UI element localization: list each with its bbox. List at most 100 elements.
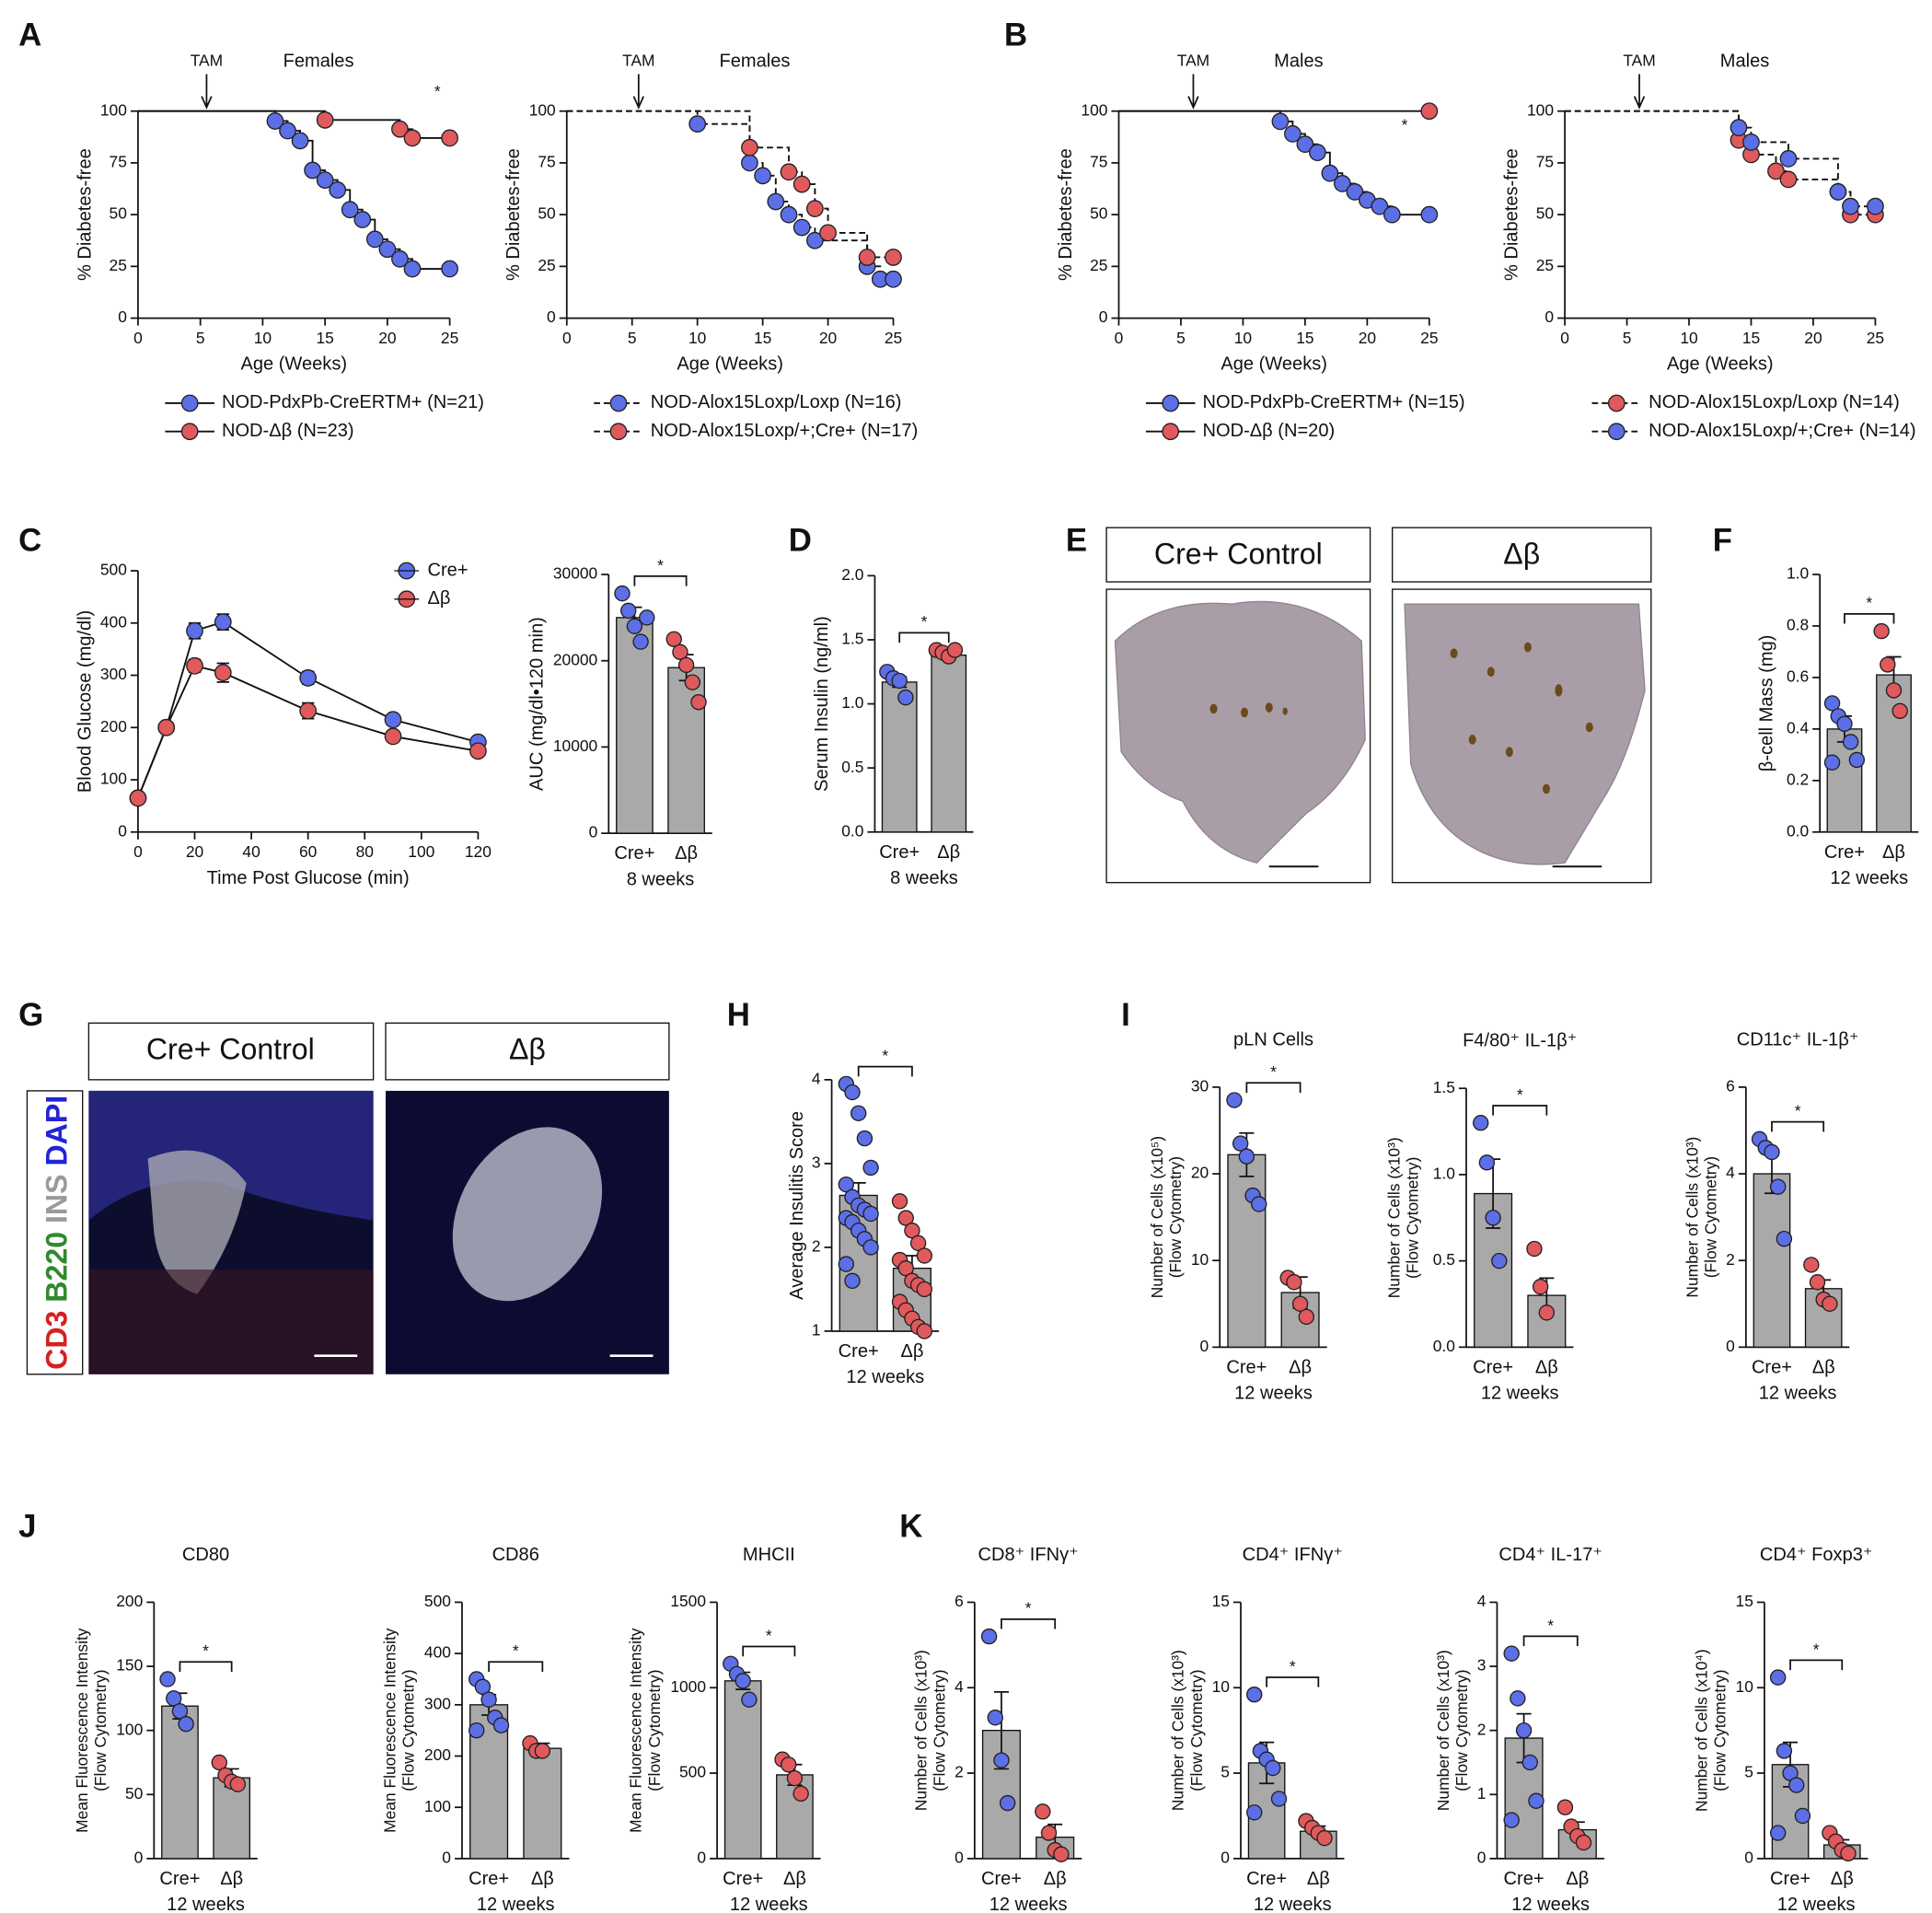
- y-tick-label: 100: [116, 1720, 143, 1738]
- x-tick-label: 0: [1115, 329, 1124, 347]
- data-point: [626, 618, 643, 634]
- data-point: [166, 1690, 182, 1707]
- data-point: [1842, 197, 1859, 215]
- data-point: [792, 1785, 809, 1803]
- x-tick-label: 20: [819, 329, 837, 347]
- significance: *: [1866, 594, 1872, 612]
- data-point: [916, 1247, 933, 1264]
- data-point: [780, 205, 798, 224]
- y-tick-label: 10: [1212, 1677, 1230, 1696]
- significance: *: [1270, 1062, 1277, 1081]
- panel-letter: H: [727, 997, 750, 1033]
- data-point: [1742, 133, 1760, 151]
- data-point: [620, 602, 637, 620]
- image-label-box: [87, 1022, 375, 1081]
- y-tick-label: 25: [538, 256, 555, 274]
- data-point: [1840, 1845, 1857, 1862]
- y-tick-label: 1500: [670, 1592, 706, 1610]
- image-label-box: [1392, 527, 1652, 583]
- annotation-arrow: [632, 74, 644, 110]
- data-point: [850, 1105, 867, 1121]
- x-tick-label: Δβ: [1831, 1869, 1854, 1889]
- x-tick-label: Cre+: [1504, 1869, 1544, 1889]
- chart-title: CD4⁺ Foxp3⁺: [1760, 1545, 1873, 1565]
- data-point: [1822, 1295, 1838, 1312]
- significance-bracket: [857, 1065, 913, 1077]
- data-point: [341, 201, 359, 219]
- y-tick-label: 100: [100, 770, 127, 788]
- significance: *: [1517, 1085, 1523, 1104]
- data-point: [329, 181, 347, 199]
- tissue: [1404, 603, 1646, 865]
- y-tick-label: 500: [424, 1592, 451, 1610]
- data-point: [1730, 119, 1748, 137]
- data-point: [1526, 1240, 1543, 1258]
- annotation: TAM: [1177, 52, 1209, 70]
- data-point: [1779, 170, 1798, 189]
- data-point: [1575, 1834, 1592, 1851]
- data-point: [1885, 682, 1903, 699]
- y-tick-label: 50: [1090, 204, 1107, 223]
- y-axis-label: (Flow Cytometry): [1187, 1669, 1206, 1791]
- data-point: [792, 175, 811, 193]
- chart-title: CD86: [492, 1545, 539, 1565]
- significance-bracket: [1522, 1635, 1579, 1647]
- data-point: [1346, 183, 1364, 201]
- data-point: [384, 727, 402, 746]
- data-point: [391, 249, 409, 268]
- data-point: [1246, 1804, 1263, 1821]
- y-tick-label: 2.0: [841, 565, 863, 584]
- x-sublabel: 12 weeks: [989, 1895, 1068, 1913]
- y-tick-label: 1.5: [841, 630, 863, 648]
- y-tick-label: 500: [100, 561, 127, 579]
- y-tick-label: 50: [125, 1784, 143, 1803]
- x-tick-label: Δβ: [220, 1869, 243, 1889]
- data-point: [897, 1210, 914, 1226]
- y-tick-label: 300: [100, 665, 127, 683]
- y-tick-label: 0: [442, 1848, 451, 1866]
- data-point: [677, 656, 695, 674]
- y-axis-label: Mean Fluorescence Intensity: [627, 1628, 645, 1833]
- x-sublabel: 12 weeks: [1234, 1384, 1313, 1404]
- data-point: [1779, 150, 1798, 168]
- y-tick-label: 1: [1477, 1784, 1487, 1803]
- tissue: [1114, 600, 1366, 864]
- data-point: [838, 1176, 855, 1193]
- data-point: [792, 218, 811, 237]
- x-tick-label: Cre+: [879, 842, 920, 863]
- data-point: [1503, 1812, 1520, 1828]
- panel-letter: J: [18, 1508, 36, 1544]
- legend-marker: [1607, 394, 1625, 412]
- data-point: [688, 115, 707, 133]
- x-tick-label: 60: [299, 842, 317, 861]
- y-tick-label: 200: [100, 717, 127, 736]
- x-sublabel: 12 weeks: [730, 1895, 808, 1913]
- data-point: [129, 789, 147, 807]
- y-tick-label: 20000: [553, 650, 597, 668]
- panel-letter: G: [18, 997, 43, 1033]
- y-axis-label: Mean Fluorescence Intensity: [73, 1628, 91, 1833]
- y-tick-label: 0: [118, 307, 127, 326]
- y-tick-label: 0.0: [1787, 821, 1809, 840]
- islets: [1209, 702, 1288, 718]
- significance-bracket: [1771, 1120, 1825, 1132]
- x-tick-label: 100: [408, 842, 434, 861]
- y-tick-label: 4: [1726, 1164, 1735, 1182]
- data-point: [316, 171, 334, 189]
- chart-title: Males: [1720, 51, 1770, 71]
- data-point: [781, 1756, 797, 1773]
- data-point: [1769, 1669, 1787, 1686]
- data-point: [1776, 1230, 1793, 1247]
- y-tick-label: 0.6: [1787, 667, 1809, 686]
- data-point: [1420, 205, 1439, 224]
- x-tick-label: 40: [242, 842, 260, 861]
- data-point: [266, 112, 284, 130]
- data-point: [741, 1691, 758, 1708]
- legend-label: NOD-PdxPb-CreERTM+ (N=15): [1203, 392, 1465, 412]
- data-point: [672, 643, 688, 661]
- x-sublabel: 12 weeks: [1830, 868, 1908, 888]
- bar: [523, 1747, 562, 1860]
- y-axis-label: Number of Cells (x10³): [1385, 1137, 1404, 1298]
- panel-letter: C: [18, 522, 41, 558]
- significance-bracket: [742, 1645, 796, 1657]
